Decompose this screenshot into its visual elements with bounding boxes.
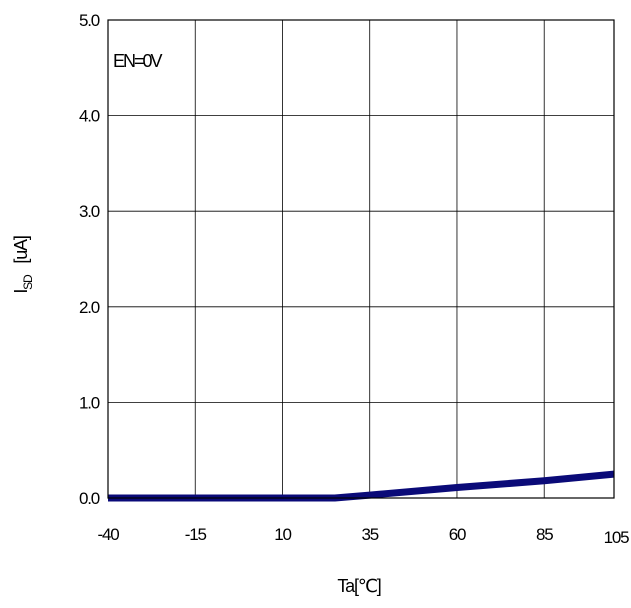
y-tick-label: 5.0 bbox=[79, 11, 100, 30]
y-tick-label: 0.0 bbox=[79, 489, 100, 508]
y-tick-label: 2.0 bbox=[79, 298, 100, 317]
x-tick-label: -15 bbox=[185, 525, 207, 544]
x-axis-label: Ta[℃] bbox=[337, 576, 380, 596]
x-tick-label: 105 bbox=[604, 528, 630, 547]
y-axis-label-main: I bbox=[11, 290, 31, 294]
y-tick-label: 4.0 bbox=[79, 107, 100, 126]
plot-frame bbox=[107, 19, 615, 499]
x-tick-label: 85 bbox=[536, 525, 553, 544]
y-axis-label: ISD [uA] bbox=[11, 236, 35, 294]
y-tick-label: 1.0 bbox=[79, 393, 100, 412]
x-tick-label: 10 bbox=[274, 525, 291, 544]
annotation-label: EN=0V bbox=[113, 51, 163, 71]
x-tick-label: -40 bbox=[98, 525, 120, 544]
x-tick-label: 60 bbox=[449, 525, 466, 544]
y-tick-label: 3.0 bbox=[79, 202, 100, 221]
x-tick-label: 35 bbox=[361, 525, 378, 544]
grid-lines bbox=[108, 20, 614, 498]
y-axis-label-unit: [uA] bbox=[11, 236, 31, 263]
x-tick-labels: -40 -15 10 35 60 85 105 bbox=[98, 525, 631, 547]
y-tick-labels: 0.0 1.0 2.0 3.0 4.0 5.0 bbox=[79, 11, 101, 508]
y-axis-label-subscript: SD bbox=[21, 274, 35, 290]
